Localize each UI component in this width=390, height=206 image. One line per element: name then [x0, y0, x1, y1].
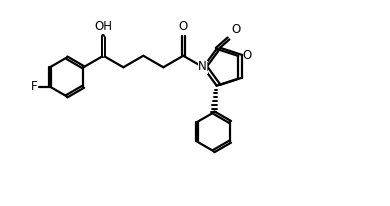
- Text: N: N: [198, 60, 207, 73]
- Text: O: O: [179, 20, 188, 33]
- Text: N: N: [200, 61, 208, 74]
- Text: F: F: [31, 80, 37, 93]
- Text: OH: OH: [94, 20, 112, 33]
- Text: O: O: [231, 23, 240, 36]
- Text: O: O: [243, 49, 252, 62]
